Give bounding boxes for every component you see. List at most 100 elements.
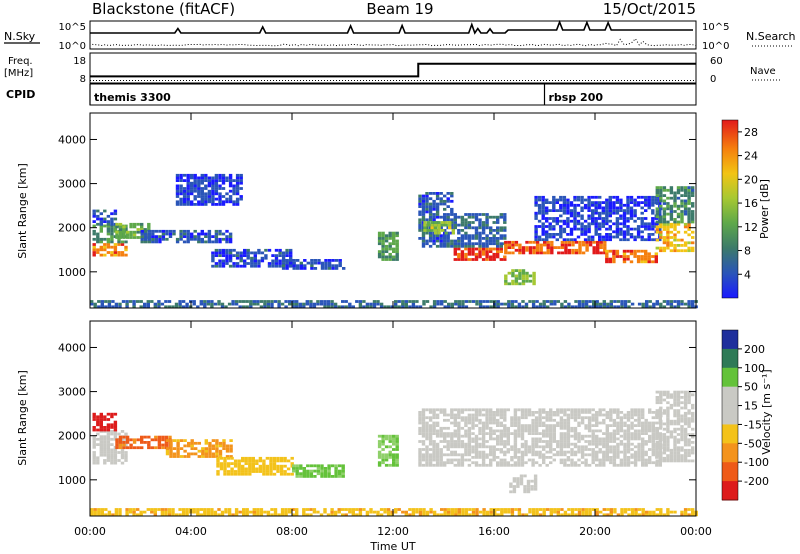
- heatmap-cell: [691, 403, 695, 407]
- heatmap-cell: [622, 230, 627, 234]
- heatmap-cell: [174, 305, 179, 309]
- heatmap-cell: [641, 508, 645, 511]
- heatmap-cell: [467, 242, 472, 246]
- heatmap-cell: [566, 418, 571, 422]
- heatmap-cell: [630, 513, 635, 517]
- heatmap-cell: [474, 413, 479, 417]
- heatmap-cell: [228, 240, 233, 244]
- heatmap-cell: [428, 418, 433, 422]
- heatmap-cell: [471, 237, 475, 240]
- heatmap-cell: [107, 305, 112, 309]
- heatmap-cell: [531, 453, 535, 457]
- heatmap-cell: [421, 202, 426, 206]
- heatmap-cell: [237, 467, 241, 471]
- heatmap-cell: [125, 441, 130, 444]
- heatmap-cell: [612, 437, 617, 441]
- heatmap-cell: [655, 421, 659, 425]
- heatmap-cell: [457, 300, 461, 303]
- heatmap-cell: [691, 451, 695, 455]
- heatmap-cell: [605, 432, 609, 435]
- heatmap-cell: [630, 413, 634, 417]
- heatmap-cell: [655, 433, 659, 436]
- heatmap-cell: [580, 195, 584, 199]
- heatmap-cell: [471, 440, 475, 443]
- heatmap-cell: [122, 230, 126, 234]
- heatmap-cell: [425, 194, 429, 198]
- heatmap-cell: [225, 235, 229, 238]
- heatmap-cell: [576, 219, 581, 223]
- heatmap-cell: [178, 302, 182, 306]
- heatmap-cell: [435, 202, 440, 206]
- heatmap-cell: [147, 237, 151, 241]
- heatmap-cell: [626, 424, 631, 427]
- heatmap-cell: [395, 461, 399, 465]
- heatmap-cell: [122, 233, 126, 237]
- heatmap-cell: [655, 401, 659, 405]
- heatmap-cell: [207, 240, 212, 244]
- heatmap-cell: [103, 428, 107, 432]
- heatmap-cell: [221, 203, 226, 206]
- heatmap-cell: [633, 437, 638, 441]
- heatmap-cell: [242, 513, 246, 517]
- heatmap-cell: [489, 226, 493, 230]
- heatmap-cell: [435, 453, 440, 457]
- heatmap-cell: [541, 195, 545, 199]
- heatmap-cell: [341, 475, 345, 478]
- heatmap-cell: [496, 300, 500, 303]
- heatmap-cell: [626, 426, 631, 430]
- heatmap-cell: [559, 434, 564, 438]
- heatmap-cell: [633, 463, 638, 467]
- heatmap-cell: [136, 300, 140, 303]
- heatmap-cell: [381, 234, 385, 238]
- heatmap-cell: [231, 302, 235, 306]
- heatmap-cell: [640, 230, 644, 234]
- heatmap-cell: [662, 300, 667, 303]
- heatmap-cell: [481, 461, 486, 465]
- heatmap-cell: [577, 434, 581, 438]
- heatmap-cell: [283, 472, 287, 476]
- heatmap-cell: [605, 424, 609, 427]
- heatmap-cell: [260, 259, 265, 263]
- heatmap-cell: [454, 300, 458, 303]
- heatmap-cell: [489, 434, 493, 438]
- heatmap-cell: [552, 198, 556, 202]
- heatmap-cell: [647, 198, 651, 202]
- heatmap-cell: [570, 513, 575, 517]
- heatmap-cell: [228, 195, 233, 198]
- heatmap-cell: [291, 305, 295, 309]
- heatmap-cell: [673, 196, 677, 200]
- heatmap-cell: [605, 238, 609, 242]
- heatmap-cell: [623, 429, 627, 433]
- heatmap-cell: [474, 411, 479, 414]
- heatmap-cell: [146, 508, 150, 511]
- heatmap-cell: [601, 211, 605, 215]
- heatmap-cell: [392, 237, 396, 240]
- heatmap-cell: [418, 450, 422, 454]
- heatmap-cell: [404, 513, 408, 517]
- heatmap-cell: [680, 438, 684, 442]
- heatmap-cell: [235, 181, 240, 185]
- heatmap-cell: [471, 445, 475, 449]
- heatmap-cell: [683, 401, 688, 405]
- heatmap-cell: [489, 231, 493, 235]
- heatmap-cell: [218, 248, 222, 252]
- heatmap-cell: [197, 192, 201, 196]
- heatmap-cell: [384, 258, 389, 261]
- heatmap-cell: [395, 453, 399, 457]
- heatmap-cell: [666, 454, 670, 457]
- heatmap-cell: [496, 440, 500, 443]
- heatmap-cell: [474, 463, 479, 467]
- heatmap-cell: [121, 300, 126, 303]
- heatmap-cell: [583, 227, 588, 231]
- heatmap-cell: [534, 440, 539, 443]
- heatmap-cell: [277, 300, 281, 303]
- heatmap-cell: [190, 176, 194, 180]
- heatmap-cell: [520, 434, 525, 438]
- heatmap-cell: [648, 300, 652, 303]
- heatmap-cell: [355, 300, 359, 303]
- heatmap-cell: [658, 227, 662, 231]
- heatmap-cell: [669, 191, 674, 195]
- heatmap-cell: [248, 456, 252, 460]
- heatmap-cell: [637, 513, 642, 517]
- heatmap-cell: [594, 201, 598, 204]
